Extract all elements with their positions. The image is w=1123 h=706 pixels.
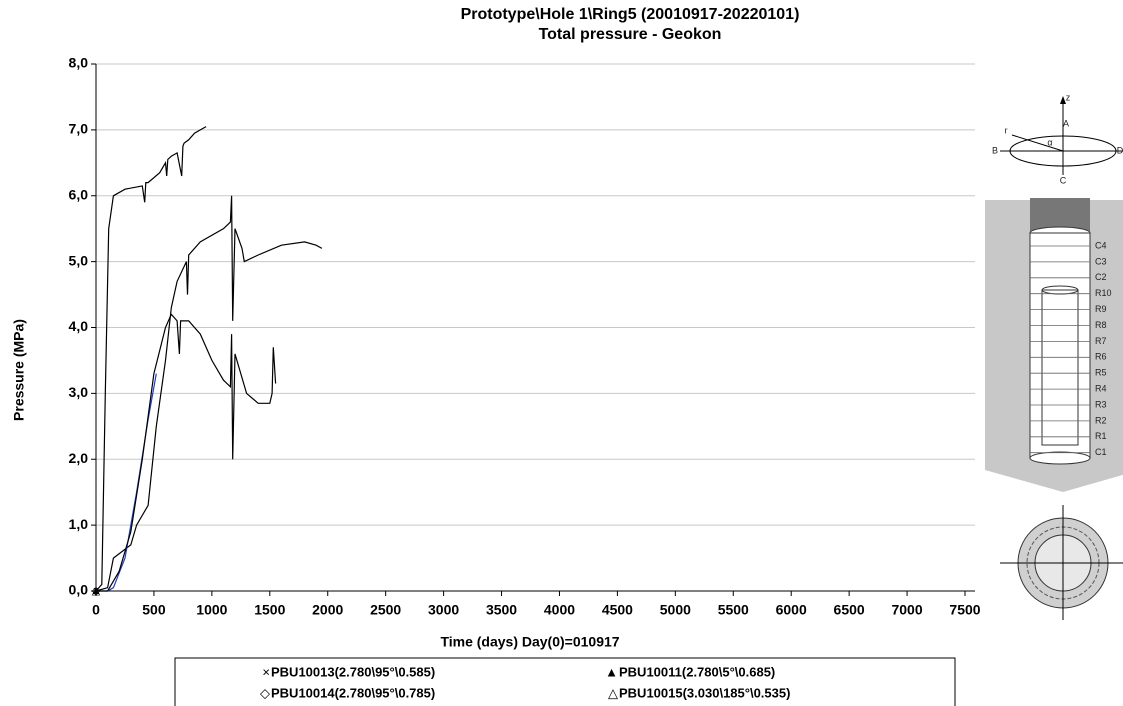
diagram-label: C [1060, 175, 1067, 185]
inner-cyl [1041, 289, 1079, 446]
x-tick-label: 5000 [660, 602, 691, 618]
x-tick-label: 4000 [544, 602, 575, 618]
diagram-label: α [1047, 137, 1052, 147]
x-tick-label: 4500 [602, 602, 633, 618]
series-line [95, 126, 207, 592]
chart-title: Prototype\Hole 1\Ring5 (20010917-2022010… [461, 6, 800, 23]
level-label: C2 [1095, 272, 1107, 282]
ring-ellipse [1009, 135, 1117, 167]
y-tick-label: 8,0 [69, 55, 89, 71]
x-tick-label: 7500 [949, 602, 980, 618]
arrow [1060, 96, 1066, 104]
y-tick-label: 7,0 [69, 121, 89, 137]
level-label: R6 [1095, 352, 1107, 362]
y-tick-label: 3,0 [69, 384, 89, 400]
diagram-label: z [1066, 92, 1071, 102]
level-label: C4 [1095, 240, 1107, 250]
level-label: R3 [1095, 399, 1107, 409]
y-tick-label: 5,0 [69, 252, 89, 268]
y-tick-label: 6,0 [69, 186, 89, 202]
y-tick-label: 0,0 [69, 582, 89, 598]
x-tick-label: 6000 [776, 602, 807, 618]
x-tick-label: 2000 [312, 602, 343, 618]
y-tick-label: 2,0 [69, 450, 89, 466]
x-tick-label: 500 [142, 602, 166, 618]
diagram-label: B [992, 145, 998, 155]
y-tick-label: 1,0 [69, 516, 89, 532]
x-tick-label: 0 [92, 602, 100, 618]
level-label: C1 [1095, 447, 1107, 457]
r-line [1011, 134, 1064, 152]
x-tick-label: 1000 [196, 602, 227, 618]
level-label: R10 [1095, 288, 1112, 298]
legend-label: PBU10014(2.780\95°\0.785) [271, 685, 435, 700]
diagram-label: A [1063, 118, 1069, 128]
cylinder [1029, 232, 1091, 459]
x-axis-label: Time (days) Day(0)=010917 [440, 634, 619, 650]
level-label: R1 [1095, 431, 1107, 441]
legend-label: PBU10013(2.780\95°\0.585) [271, 664, 435, 679]
x-tick-label: 2500 [370, 602, 401, 618]
level-label: R4 [1095, 383, 1107, 393]
cyl-bottom [1029, 451, 1091, 465]
schematic: z r α A B C D C4 C3 C2 R10 R9 R8 R7 R6 R5 R4 R3 R2 R1 C1 [985, 92, 1123, 620]
x-tick-label: 3000 [428, 602, 459, 618]
legend-marker: △ [608, 685, 618, 700]
level-label: R5 [1095, 368, 1107, 378]
chart-subtitle: Total pressure - Geokon [539, 26, 722, 43]
y-tick-label: 4,0 [69, 318, 89, 334]
level-label: R7 [1095, 336, 1107, 346]
x-tick-label: 3500 [486, 602, 517, 618]
series-line [96, 313, 277, 592]
diagram-label: D [1117, 145, 1123, 155]
level-label: R8 [1095, 320, 1107, 330]
level-label: C3 [1095, 256, 1107, 266]
x-tick-label: 7000 [891, 602, 922, 618]
x-tick-label: 6500 [834, 602, 865, 618]
legend-label: PBU10011(2.780\5°\0.685) [619, 664, 775, 679]
legend-box [174, 657, 956, 706]
x-tick-label: 1500 [254, 602, 285, 618]
y-axis-label: Pressure (MPa) [11, 319, 27, 421]
level-label: R2 [1095, 415, 1107, 425]
legend-marker: ◇ [260, 685, 270, 700]
legend-label: PBU10015(3.030\185°\0.535) [619, 685, 790, 700]
origin-marker: △ [92, 585, 101, 597]
series-line [95, 195, 323, 592]
legend-marker: × [262, 664, 270, 679]
legend-marker: ▲ [605, 664, 618, 679]
level-label: R9 [1095, 304, 1107, 314]
diagram-label: r [1005, 125, 1008, 135]
x-tick-label: 5500 [718, 602, 749, 618]
